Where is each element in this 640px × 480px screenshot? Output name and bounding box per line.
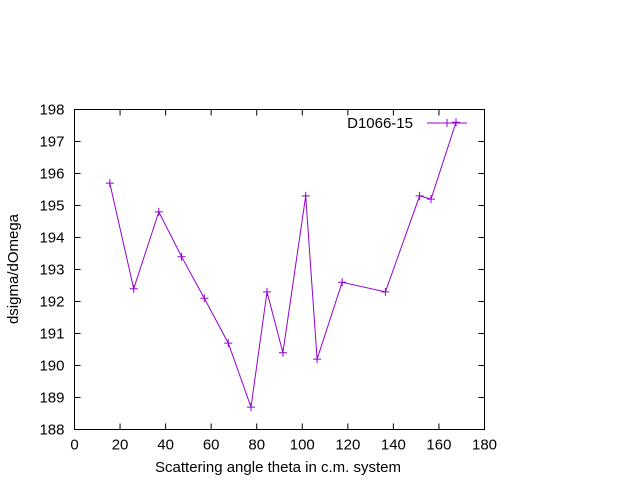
data-point [338,278,347,287]
x-tick-label: 20 [112,437,129,454]
data-point [129,284,138,293]
data-point [105,179,114,188]
x-axis-label: Scattering angle theta in c.m. system [155,459,401,476]
legend: D1066-15 [347,115,467,132]
data-point [301,191,310,200]
series-layer [105,118,461,412]
plot-frame [74,109,485,430]
ticks-layer: 0 20 40 60 80 100 120 140 160 180 188 189 190 191 192 1… [39,102,497,454]
legend-sample [427,119,467,127]
legend-marker [443,119,451,127]
y-tick-label: 188 [39,422,64,439]
data-point [177,252,186,261]
x-tick-label: 60 [203,437,220,454]
data-point [247,403,256,412]
legend-label: D1066-15 [347,115,413,132]
data-point [224,339,233,348]
x-tick-label: 180 [472,437,497,454]
y-tick-label: 197 [39,134,64,151]
data-point [313,355,322,364]
data-point [200,294,209,303]
x-tick-label: 0 [70,437,78,454]
series-line [109,122,457,408]
x-tick-label: 100 [290,437,315,454]
y-tick-label: 190 [39,358,64,375]
y-axis-label: dsigma/dOmega [5,213,22,324]
data-point [415,191,424,200]
data-point [426,195,435,204]
y-tick-label: 195 [39,198,64,215]
x-tick-label: 80 [248,437,265,454]
data-point [452,118,461,127]
x-tick-label: 120 [335,437,360,454]
y-tick-label: 193 [39,262,64,279]
data-point [262,287,271,296]
y-tick-label: 198 [39,102,64,119]
x-tick-label: 140 [381,437,406,454]
y-tick-label: 192 [39,294,64,311]
data-point [154,207,163,216]
data-point [278,348,287,357]
y-tick-label: 191 [39,326,64,343]
data-point [381,287,390,296]
y-tick-label: 189 [39,390,64,407]
y-tick-label: 196 [39,166,64,183]
y-tick-label: 194 [39,230,64,247]
x-tick-label: 40 [157,437,174,454]
x-tick-label: 160 [426,437,451,454]
